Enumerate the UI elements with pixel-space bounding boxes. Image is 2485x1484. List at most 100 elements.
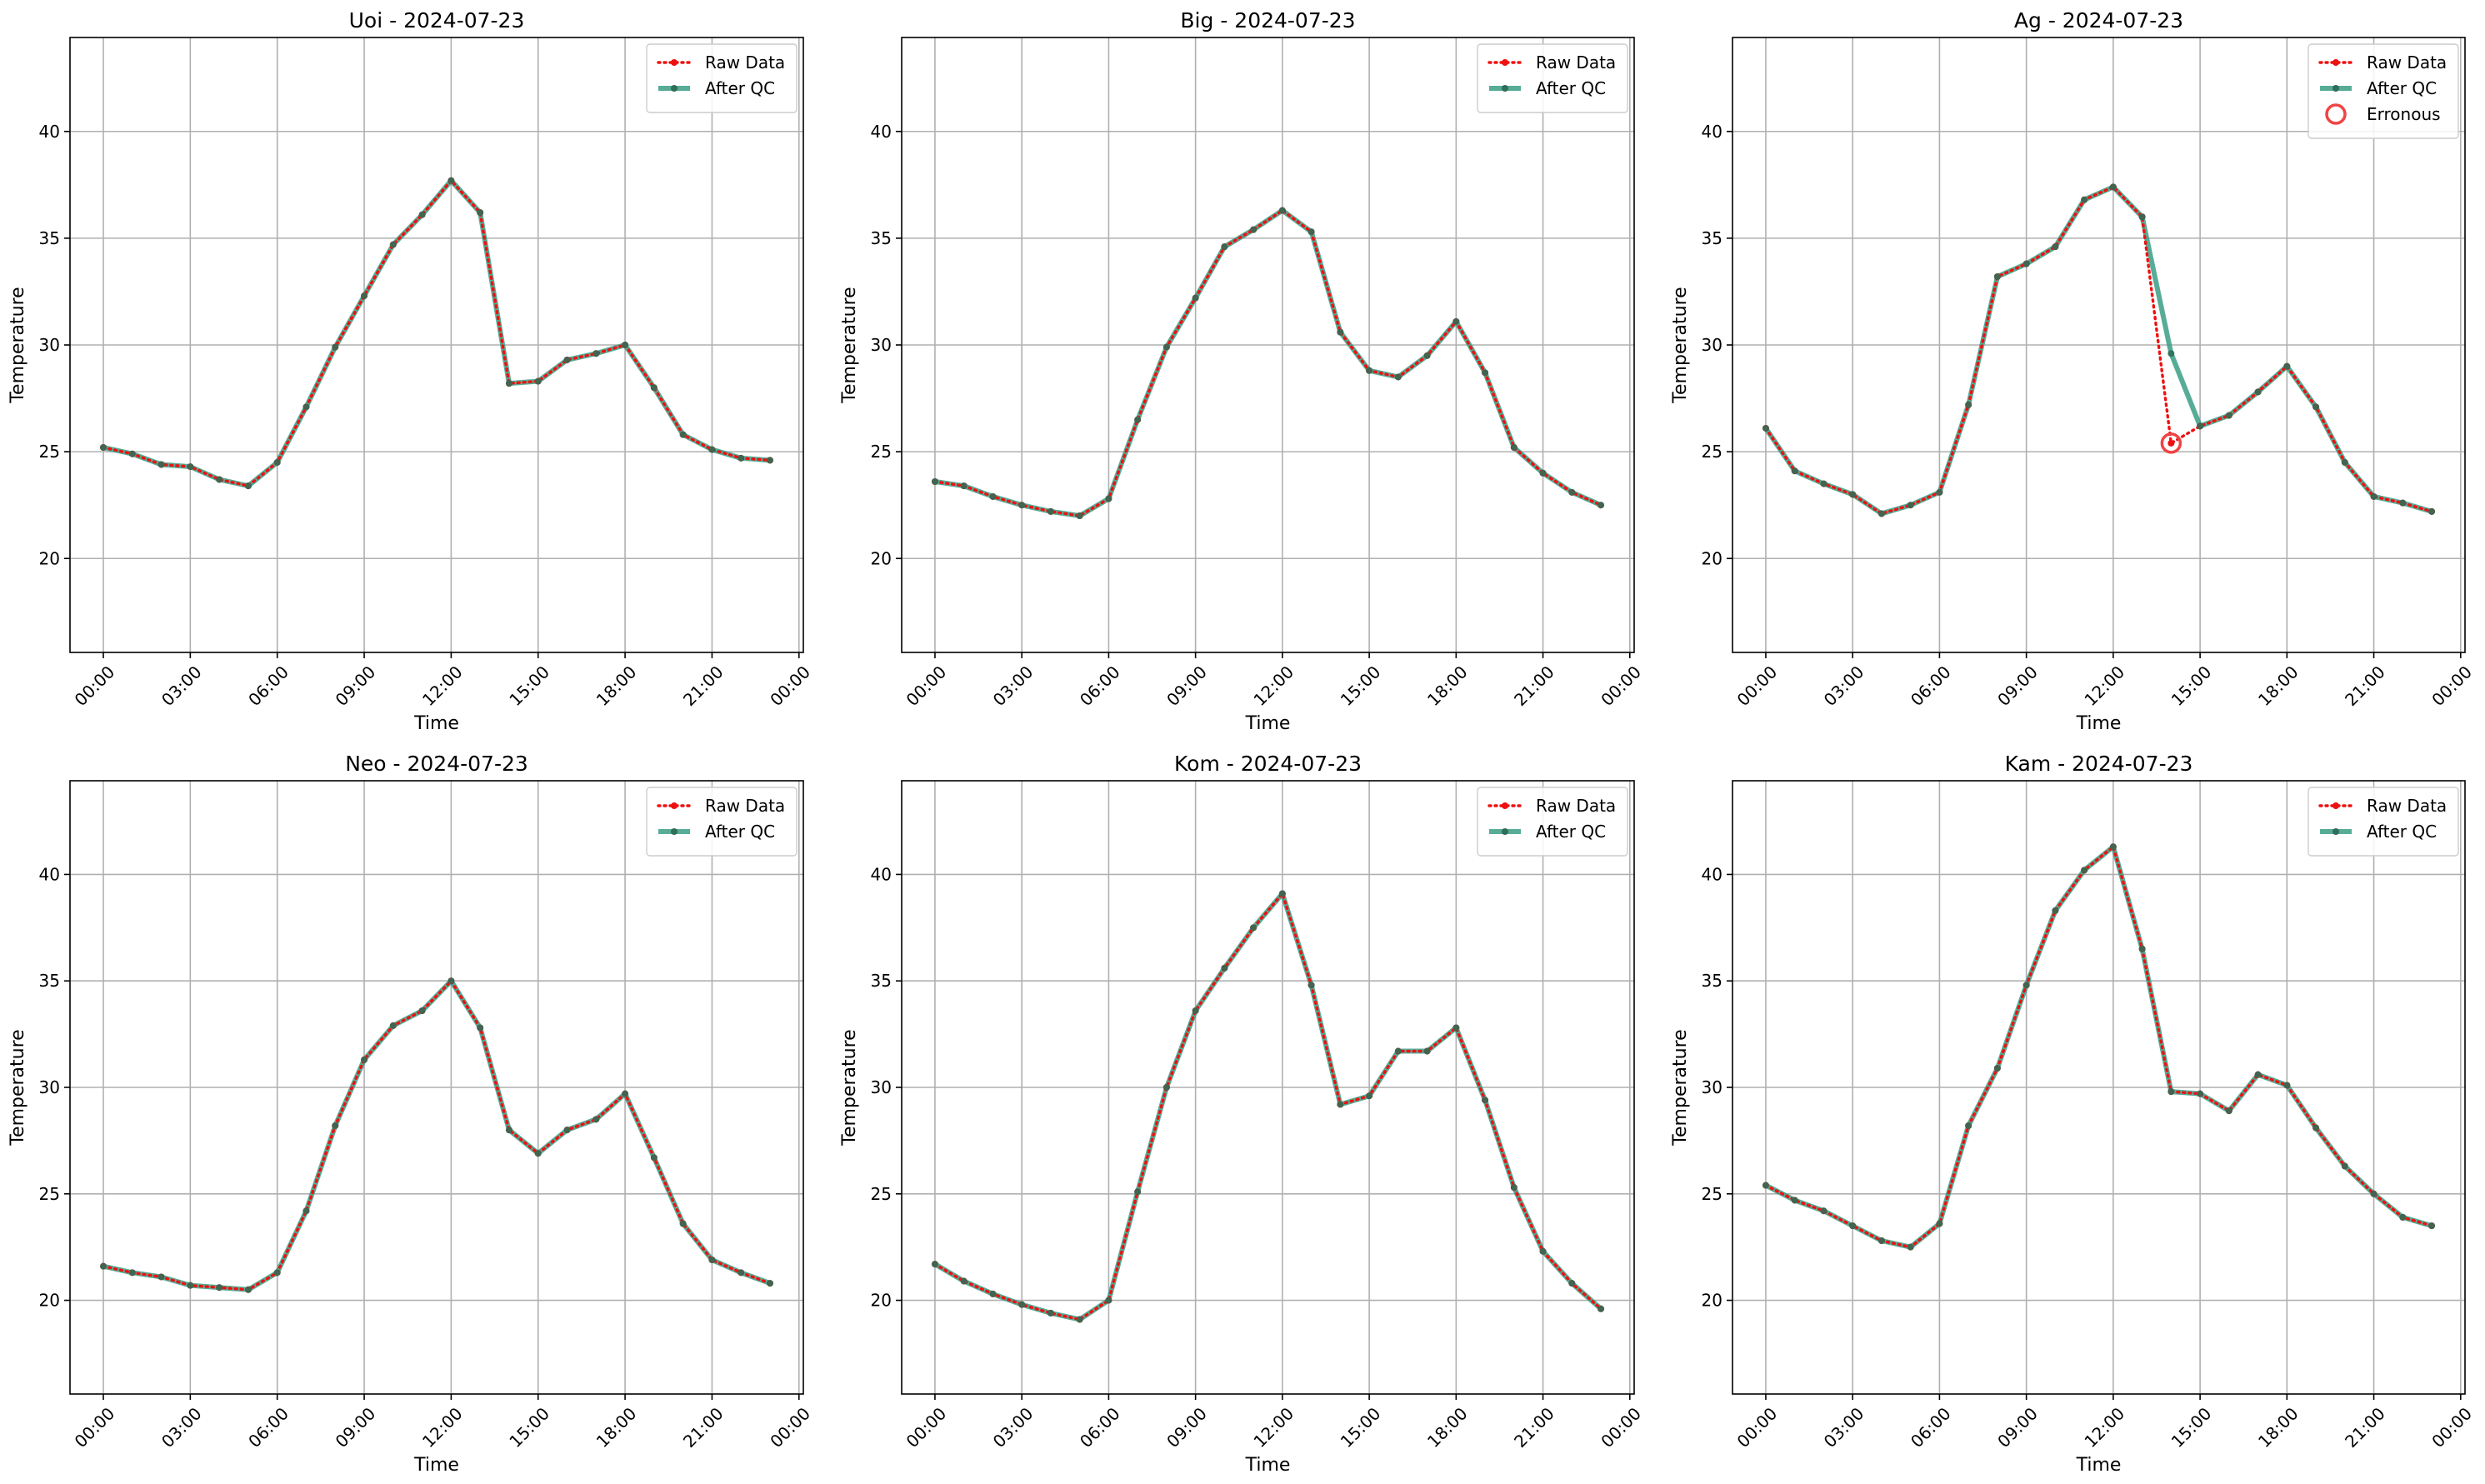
- after-qc-point: [100, 1262, 107, 1270]
- after-qc-point: [1598, 1305, 1605, 1312]
- y-tick-label: 35: [39, 228, 60, 248]
- x-tick-label: 15:00: [505, 1403, 553, 1452]
- after-qc-point: [679, 431, 687, 438]
- legend-raw-marker: [671, 59, 678, 66]
- legend-qc-marker: [671, 828, 678, 835]
- series-raw-data-line: [1764, 844, 2433, 1249]
- after-qc-point: [1047, 507, 1054, 515]
- after-qc-point: [1762, 1182, 1769, 1189]
- y-tick-label: 25: [871, 1184, 892, 1204]
- legend: Raw Data After QC Erronous: [2308, 43, 2459, 139]
- after-qc-point: [273, 1269, 281, 1277]
- panel-title: Uoi - 2024-07-23: [349, 8, 525, 32]
- legend-label: Raw Data: [2367, 796, 2447, 816]
- after-qc-point: [2138, 945, 2146, 952]
- after-qc-point: [2370, 492, 2378, 500]
- chart-panel: 00:00 03:00 06:00 09:00 12:00 15:00 18:00 21:00…: [8, 752, 814, 1476]
- x-tick-label: 06:00: [244, 1403, 292, 1452]
- legend-qc-marker: [671, 85, 678, 92]
- y-tick-label: 35: [1702, 971, 1722, 991]
- x-tick-label: 09:00: [1162, 662, 1211, 710]
- after-qc-point: [332, 343, 339, 351]
- after-qc-point: [622, 1090, 629, 1097]
- after-qc-point: [960, 1277, 968, 1285]
- y-tick-label: 25: [871, 442, 892, 462]
- legend-qc-marker: [1502, 85, 1508, 92]
- y-tick-label: 20: [1702, 548, 1722, 568]
- grid: [70, 781, 803, 1394]
- after-qc-point: [650, 1154, 658, 1162]
- panel-title: Big - 2024-07-23: [1180, 8, 1355, 32]
- after-qc-point: [1568, 488, 1576, 496]
- after-qc-point: [738, 454, 745, 462]
- x-axis-title: Time: [413, 713, 459, 734]
- y-tick-label: 35: [39, 971, 60, 991]
- y-tick-label: 20: [1702, 1291, 1722, 1311]
- after-qc-point: [2283, 1082, 2291, 1089]
- after-qc-point: [1366, 1092, 1373, 1100]
- legend-label: After QC: [2367, 78, 2437, 98]
- y-tick-label: 25: [39, 1184, 60, 1204]
- after-qc-point: [2399, 499, 2407, 507]
- y-tick-label: 40: [39, 122, 60, 142]
- after-qc-point: [534, 377, 542, 385]
- x-tick-label: 21:00: [679, 662, 728, 710]
- y-tick-label: 30: [1702, 1077, 1722, 1097]
- x-tick-label: 12:00: [2080, 1403, 2128, 1452]
- after-qc-point: [448, 177, 455, 184]
- x-tick-label: 18:00: [1423, 662, 1472, 710]
- y-tick-label: 40: [871, 864, 892, 884]
- legend-qc-marker: [2332, 828, 2339, 835]
- x-tick-label: 12:00: [1249, 662, 1298, 710]
- axes-frame: [901, 37, 1635, 653]
- legend: Raw Data After QC: [646, 43, 798, 113]
- y-axis-title: Temperature: [8, 287, 28, 403]
- after-qc-point: [1192, 1007, 1199, 1014]
- after-qc-point: [128, 1269, 136, 1277]
- x-tick-label: 03:00: [1820, 662, 1868, 710]
- after-qc-point: [1278, 207, 1286, 214]
- series-raw-data-line: [933, 891, 1602, 1322]
- after-qc-point: [477, 1024, 484, 1032]
- after-qc-point: [1878, 510, 1885, 517]
- grid: [902, 781, 1634, 1394]
- x-tick-label: 21:00: [1510, 662, 1558, 710]
- chart-panel: 00:00 03:00 06:00 09:00 12:00 15:00 18:00 21:00…: [839, 8, 1645, 734]
- after-qc-point: [1820, 480, 1828, 487]
- y-tick-label: 20: [871, 1291, 892, 1311]
- x-tick-label: 00:00: [2428, 1403, 2476, 1452]
- after-qc-point: [563, 356, 571, 363]
- axes-frame: [1732, 780, 2466, 1395]
- y-tick-label: 40: [39, 864, 60, 884]
- after-qc-point: [650, 384, 658, 392]
- after-qc-point: [708, 1257, 716, 1263]
- y-tick-label: 20: [39, 548, 60, 568]
- grid: [1732, 37, 2465, 652]
- after-qc-point: [1105, 495, 1112, 502]
- after-qc-point: [158, 461, 165, 468]
- y-tick-label: 35: [1702, 228, 1722, 248]
- legend-label: Raw Data: [705, 796, 785, 816]
- after-qc-point: [592, 350, 600, 357]
- after-qc-point: [1598, 502, 1605, 509]
- after-qc-point: [989, 492, 997, 500]
- after-qc-point: [767, 457, 773, 464]
- x-tick-label: 21:00: [2341, 1403, 2389, 1452]
- after-qc-point: [1162, 343, 1170, 351]
- legend-label: After QC: [705, 78, 775, 98]
- after-qc-point: [738, 1269, 745, 1277]
- x-tick-label: 06:00: [244, 662, 292, 710]
- x-tick-label: 18:00: [1423, 1403, 1472, 1452]
- after-qc-point: [1105, 1297, 1112, 1304]
- after-qc-point: [1337, 328, 1344, 336]
- legend-raw-marker: [2332, 802, 2339, 809]
- after-qc-point: [505, 1127, 512, 1134]
- y-axis-title: Temperature: [839, 1029, 860, 1146]
- y-axis-title: Temperature: [1670, 1029, 1691, 1146]
- y-tick-label: 30: [1702, 335, 1722, 355]
- legend-raw-marker: [2332, 59, 2339, 66]
- x-tick-label: 09:00: [1993, 662, 2042, 710]
- x-tick-label: 18:00: [2254, 662, 2302, 710]
- after-qc-point: [1791, 1197, 1798, 1204]
- after-qc-point: [1993, 1065, 2001, 1072]
